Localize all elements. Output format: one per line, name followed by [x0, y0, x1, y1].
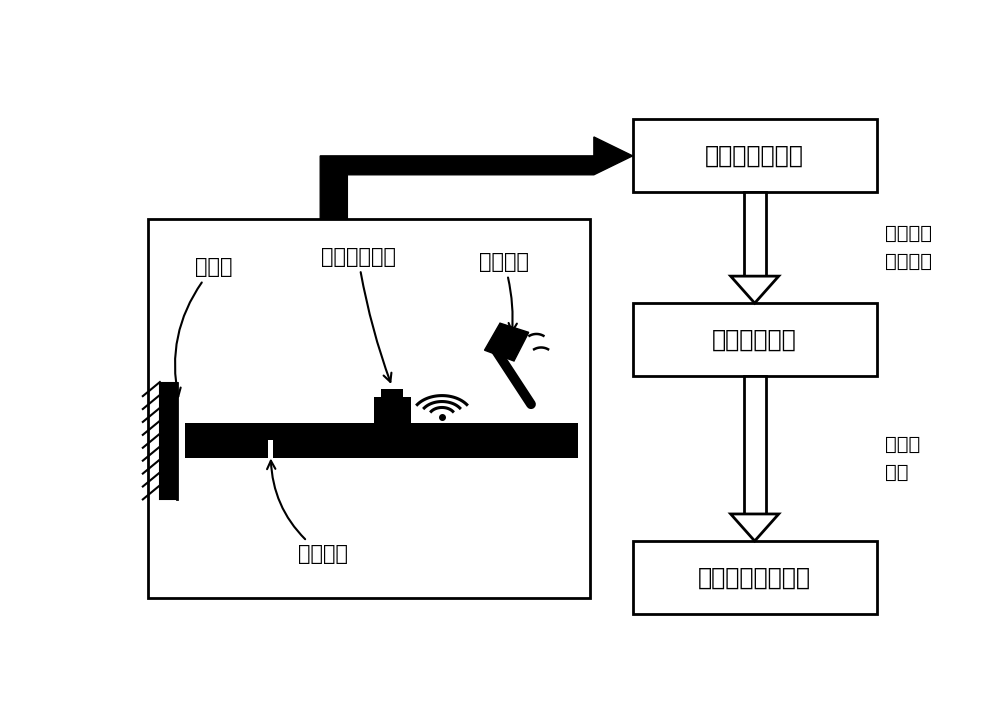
FancyBboxPatch shape: [268, 439, 273, 459]
Polygon shape: [731, 514, 779, 541]
FancyBboxPatch shape: [744, 376, 766, 514]
Text: 加速度传感器: 加速度传感器: [321, 246, 396, 382]
FancyBboxPatch shape: [374, 397, 411, 423]
FancyBboxPatch shape: [633, 303, 877, 376]
Polygon shape: [320, 137, 633, 219]
Text: 多尺度子信号: 多尺度子信号: [712, 328, 797, 352]
Text: 锤击激励: 锤击激励: [479, 252, 529, 331]
FancyBboxPatch shape: [185, 423, 578, 458]
Text: 加速度响应信号: 加速度响应信号: [705, 144, 804, 168]
Text: 固支端: 固支端: [172, 258, 232, 397]
FancyBboxPatch shape: [381, 390, 403, 397]
FancyBboxPatch shape: [148, 219, 590, 598]
Polygon shape: [485, 323, 529, 361]
FancyBboxPatch shape: [633, 541, 877, 614]
Text: 平稳离散
小波变换: 平稳离散 小波变换: [885, 224, 932, 271]
FancyBboxPatch shape: [160, 383, 177, 499]
Text: 裂缝位置: 裂缝位置: [267, 461, 348, 564]
Text: 相空间
重构: 相空间 重构: [885, 435, 920, 482]
FancyBboxPatch shape: [633, 119, 877, 192]
Polygon shape: [731, 276, 779, 303]
FancyBboxPatch shape: [744, 192, 766, 276]
Text: 多尺度奇异吸引子: 多尺度奇异吸引子: [698, 566, 811, 590]
